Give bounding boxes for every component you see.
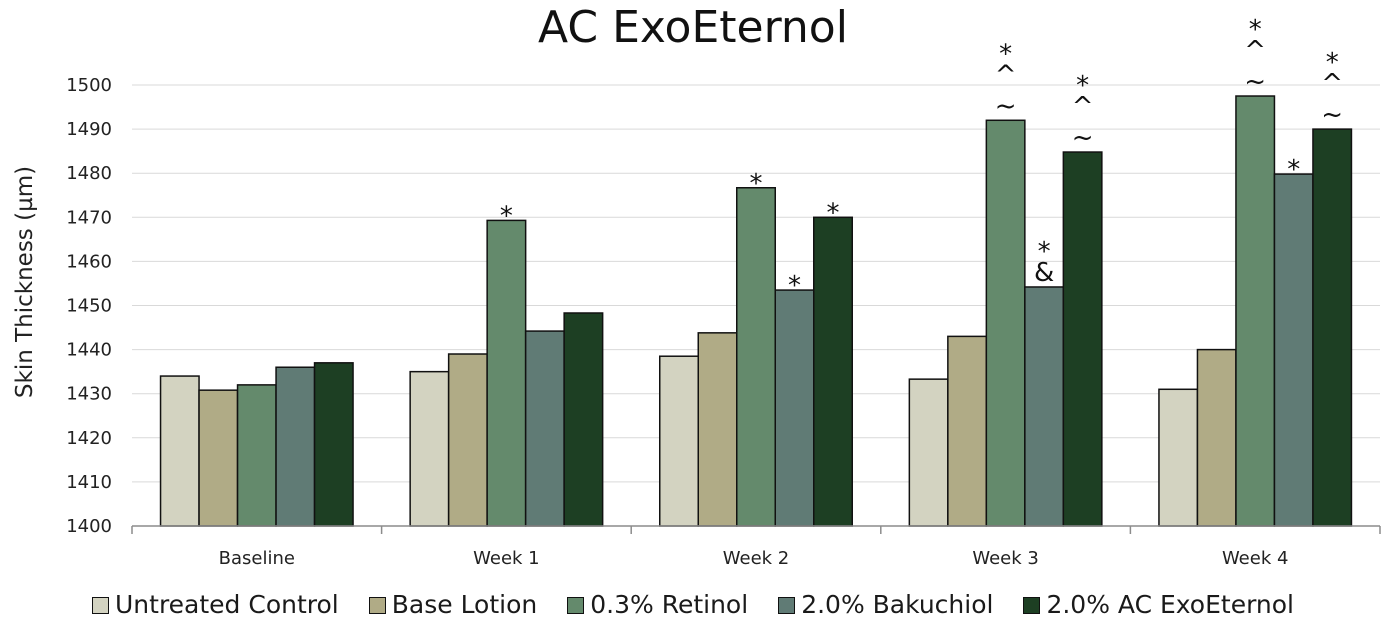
legend-swatch bbox=[1023, 596, 1041, 614]
bar bbox=[1273, 173, 1314, 527]
legend-swatch bbox=[567, 596, 585, 614]
bar bbox=[275, 366, 316, 527]
y-tick-label: 1500 bbox=[66, 75, 112, 96]
bar bbox=[697, 332, 738, 527]
bar bbox=[774, 289, 815, 527]
bar bbox=[524, 330, 565, 527]
chart-title: AC ExoEternol bbox=[538, 2, 848, 53]
labels: 1400 1410 1420 1430 1440 1450 1460 1470 1480 1490… bbox=[66, 15, 1343, 569]
bar bbox=[236, 384, 277, 527]
significance-mark: * bbox=[750, 169, 763, 199]
legend: Untreated Control Base Lotion 0.3% Retinol… bbox=[0, 590, 1386, 620]
bar bbox=[1235, 95, 1276, 527]
legend-label: 0.3% Retinol bbox=[590, 590, 749, 619]
legend-label: 2.0% Bakuchiol bbox=[801, 590, 994, 619]
significance-mark: * bbox=[1076, 71, 1089, 101]
y-axis-label: Skin Thickness (µm) bbox=[12, 166, 38, 398]
y-tick-label: 1460 bbox=[66, 251, 112, 272]
significance-mark: ~ bbox=[1072, 123, 1094, 153]
bar-chart: 1400 1410 1420 1430 1440 1450 1460 1470 1480 1490… bbox=[12, 15, 1381, 569]
legend-item: 0.3% Retinol bbox=[567, 590, 748, 620]
significance-mark: * bbox=[788, 271, 801, 301]
legend-item: Base Lotion bbox=[368, 590, 538, 620]
bar bbox=[313, 362, 354, 527]
y-tick-label: 1400 bbox=[66, 516, 112, 537]
bar bbox=[1158, 388, 1199, 527]
significance-mark: & bbox=[1034, 258, 1054, 288]
bar bbox=[1024, 286, 1065, 527]
legend-item: 2.0% AC ExoEternol bbox=[1023, 590, 1294, 620]
bar bbox=[486, 219, 527, 527]
bars bbox=[159, 95, 1353, 527]
axes bbox=[131, 525, 1381, 534]
bar bbox=[985, 119, 1026, 527]
bar bbox=[736, 187, 776, 527]
significance-mark: ~ bbox=[1244, 67, 1266, 97]
legend-label: Base Lotion bbox=[391, 590, 538, 619]
y-tick-label: 1440 bbox=[66, 340, 112, 361]
significance-mark: * bbox=[500, 201, 513, 231]
bar bbox=[1062, 151, 1103, 527]
bar bbox=[447, 353, 488, 527]
significance-mark: ~ bbox=[1321, 100, 1343, 130]
bar bbox=[159, 375, 200, 527]
bar bbox=[659, 355, 699, 527]
legend-item: Untreated Control bbox=[92, 590, 339, 620]
significance-mark: ~ bbox=[995, 91, 1017, 121]
bar bbox=[947, 335, 988, 527]
legend-label: 2.0% AC ExoEternol bbox=[1046, 590, 1294, 619]
y-tick-label: 1450 bbox=[66, 296, 112, 317]
significance-mark: ^ bbox=[995, 60, 1017, 90]
significance-mark: * bbox=[1287, 155, 1300, 185]
legend-swatch bbox=[92, 596, 109, 614]
significance-mark: ^ bbox=[1244, 36, 1266, 66]
legend-swatch bbox=[778, 596, 796, 614]
bar bbox=[1196, 348, 1237, 527]
significance-mark: * bbox=[1249, 15, 1262, 45]
x-tick-label: Week 1 bbox=[473, 548, 540, 569]
significance-mark: * bbox=[827, 198, 840, 228]
bar bbox=[409, 370, 450, 527]
significance-mark: * bbox=[999, 39, 1012, 69]
significance-mark: * bbox=[1038, 237, 1051, 267]
x-tick-label: Week 4 bbox=[1222, 548, 1289, 569]
significance-mark: ^ bbox=[1072, 92, 1094, 122]
x-tick-label: Week 2 bbox=[723, 548, 790, 569]
y-tick-label: 1430 bbox=[66, 384, 112, 405]
bar bbox=[563, 312, 604, 527]
bar bbox=[813, 216, 853, 527]
bar bbox=[908, 378, 949, 527]
y-tick-label: 1490 bbox=[66, 119, 112, 140]
x-tick-label: Baseline bbox=[219, 548, 295, 569]
y-tick-label: 1480 bbox=[66, 163, 112, 184]
y-tick-label: 1420 bbox=[66, 428, 112, 449]
significance-mark: ^ bbox=[1321, 69, 1343, 99]
legend-swatch bbox=[368, 596, 386, 614]
legend-item: 2.0% Bakuchiol bbox=[778, 590, 993, 620]
y-tick-label: 1470 bbox=[66, 207, 112, 228]
significance-mark: * bbox=[1326, 48, 1339, 78]
y-tick-label: 1410 bbox=[66, 472, 112, 493]
legend-label: Untreated Control bbox=[115, 590, 339, 619]
x-tick-label: Week 3 bbox=[972, 548, 1039, 569]
bar bbox=[1312, 128, 1353, 527]
bar bbox=[198, 389, 239, 527]
